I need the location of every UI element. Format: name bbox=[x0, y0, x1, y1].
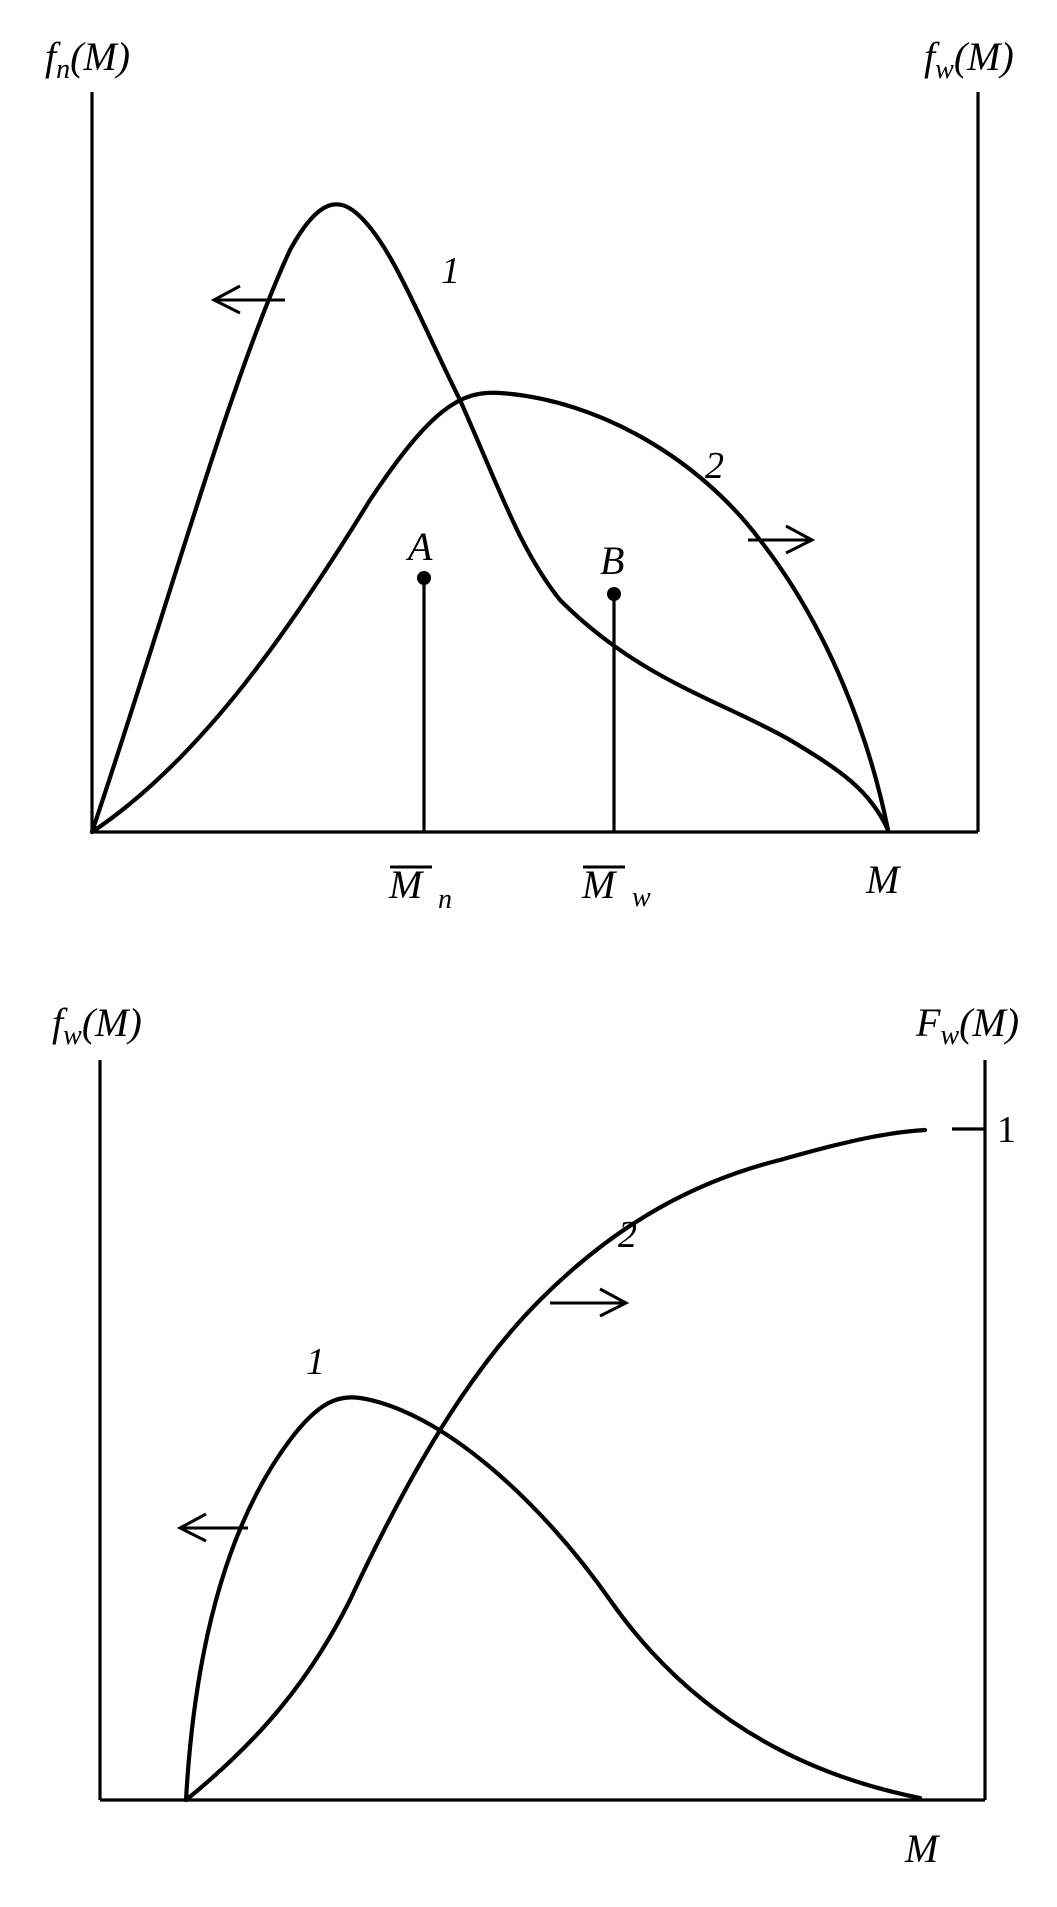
top-arrow-left bbox=[210, 284, 285, 315]
bottom-curve-2 bbox=[183, 1127, 928, 1803]
marker-a-dot bbox=[417, 571, 431, 585]
top-right-axis-label: fw(M) bbox=[924, 34, 1014, 85]
marker-b-dot bbox=[607, 587, 621, 601]
top-curve-2-label: 2 bbox=[705, 445, 724, 487]
bottom-right-axis-label: Fw(M) bbox=[915, 1000, 1019, 1051]
svg-text:M: M bbox=[581, 862, 618, 907]
top-curve-1-label: 1 bbox=[441, 250, 460, 292]
bottom-right-tick-label: 1 bbox=[997, 1109, 1016, 1151]
marker-b-label: B bbox=[600, 538, 624, 583]
bottom-curve-1 bbox=[183, 1395, 923, 1803]
top-x-axis-label: M bbox=[865, 857, 902, 902]
svg-text:M: M bbox=[388, 862, 425, 907]
mn-tick-label: M n bbox=[388, 862, 452, 915]
top-left-axis-label: fn(M) bbox=[45, 34, 130, 85]
top-chart: fn(M) fw(M) 1 2 A B M n bbox=[45, 34, 1014, 915]
marker-a-label: A bbox=[405, 524, 433, 569]
bottom-curve-2-label: 2 bbox=[618, 1214, 637, 1256]
svg-text:w: w bbox=[632, 882, 651, 913]
bottom-left-axis-label: fw(M) bbox=[52, 1000, 142, 1051]
bottom-arrow-right bbox=[550, 1287, 630, 1318]
bottom-arrow-left bbox=[176, 1512, 248, 1543]
bottom-chart: 1 fw(M) Fw(M) 1 2 M bbox=[52, 1000, 1019, 1871]
bottom-x-axis-label: M bbox=[904, 1826, 941, 1871]
top-curve-1 bbox=[89, 202, 891, 835]
bottom-curve-1-label: 1 bbox=[306, 1341, 325, 1383]
mw-tick-label: M w bbox=[581, 862, 651, 913]
top-curve-2 bbox=[89, 390, 891, 835]
svg-text:n: n bbox=[438, 884, 452, 915]
top-arrow-right bbox=[748, 524, 816, 555]
